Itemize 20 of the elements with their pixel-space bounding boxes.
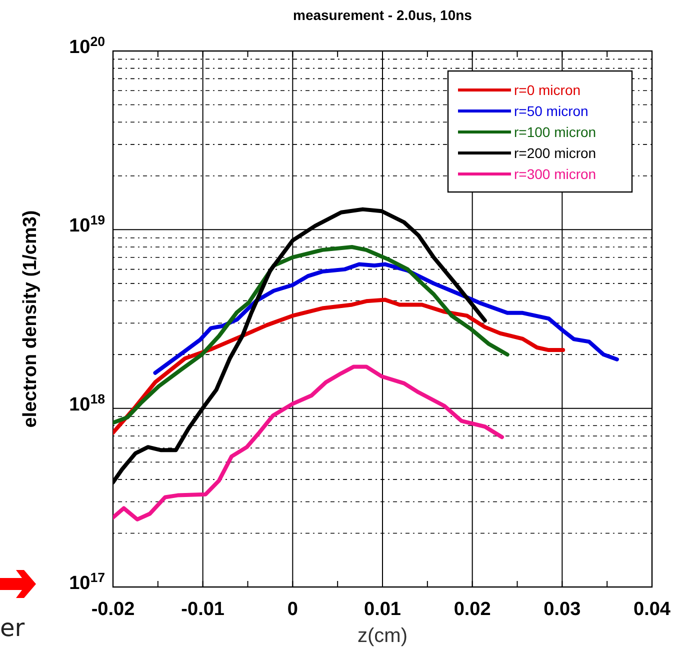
x-tick-label: 0.03 [544,599,581,620]
legend-label: r=0 micron [514,82,581,98]
chart-title: measurement - 2.0us, 10ns [293,7,472,23]
y-tick-label: 10$^{19}$ [69,212,105,237]
legend-label: r=300 micron [514,166,596,182]
y-tick-label: 10$^{18}$ [69,390,105,416]
y-axis-title: electron density (1/cm3) [20,210,41,428]
x-tick-label: 0.01 [364,599,402,620]
x-tick-label: -0.02 [91,599,135,620]
x-tick-label: 0.04 [634,599,671,620]
y-tick-label: 10$^{20}$ [69,34,105,58]
x-tick-label: -0.01 [181,599,225,620]
legend-label: r=100 micron [514,124,596,140]
x-tick-label: 0 [287,599,298,620]
legend-label: r=50 micron [514,103,588,119]
x-tick-label: 0.02 [454,599,491,620]
text: er [0,614,25,642]
y-tick-label: 10$^{17}$ [69,570,105,594]
x-axis-title: z(cm) [358,625,408,647]
legend-label: r=200 micron [514,145,596,161]
